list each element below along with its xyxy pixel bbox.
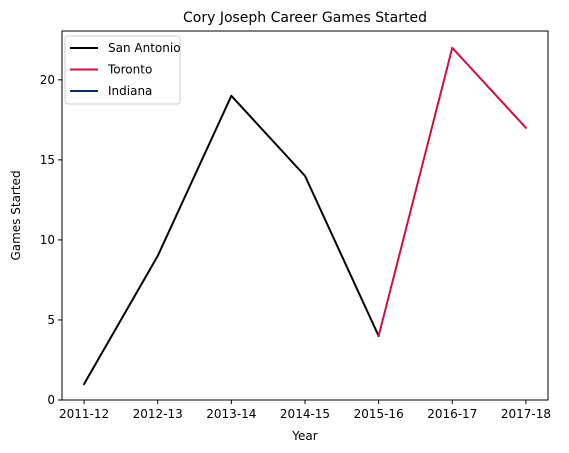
legend-label-2: Indiana <box>108 84 152 98</box>
chart-title: Cory Joseph Career Games Started <box>183 10 427 26</box>
x-tick-label: 2016-17 <box>427 407 477 421</box>
y-tick-label: 10 <box>40 233 55 247</box>
x-tick-label: 2014-15 <box>280 407 330 421</box>
x-tick-label: 2013-14 <box>206 407 256 421</box>
y-axis: 0 5 10 15 20 <box>40 73 62 407</box>
x-tick-label: 2015-16 <box>354 407 404 421</box>
x-tick-label: 2011-12 <box>59 407 109 421</box>
series-layer <box>82 46 528 386</box>
legend-label-1: Toronto <box>107 63 152 77</box>
legend-label-0: San Antonio <box>108 41 181 55</box>
legend: San Antonio Toronto Indiana <box>64 35 181 105</box>
y-tick-label: 5 <box>47 313 55 327</box>
y-tick-label: 20 <box>40 73 55 87</box>
series-line-0 <box>82 94 380 386</box>
y-tick-label: 15 <box>40 153 55 167</box>
x-tick-label: 2012-13 <box>133 407 183 421</box>
legend-box <box>64 35 181 105</box>
x-tick-label: 2017-18 <box>501 407 551 421</box>
x-axis: 2011-12 2012-13 2013-14 2014-15 2015-16 2016-… <box>59 400 551 421</box>
y-axis-label: Games Started <box>9 170 23 260</box>
series-line-1 <box>377 46 528 338</box>
x-axis-label: Year <box>291 429 317 443</box>
y-tick-label: 0 <box>47 393 55 407</box>
